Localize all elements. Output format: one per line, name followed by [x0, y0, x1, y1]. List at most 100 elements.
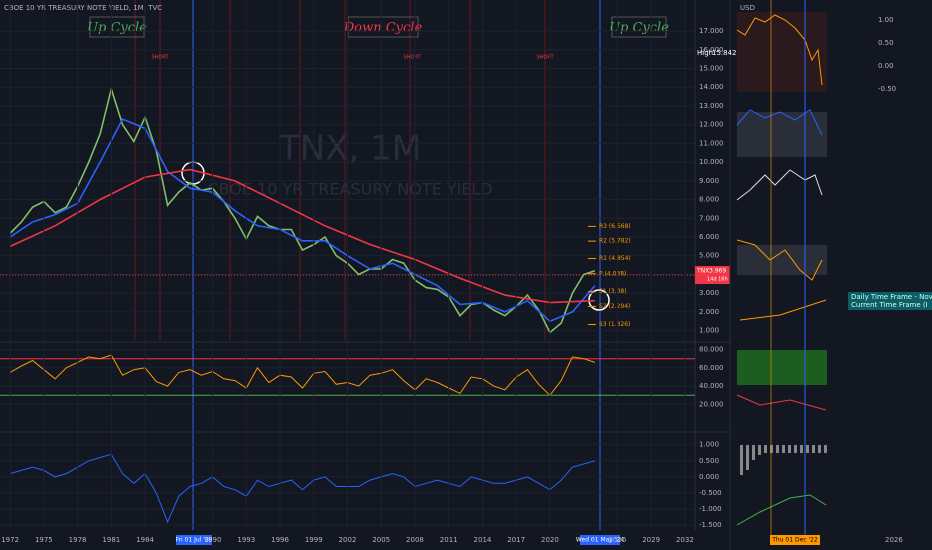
series-line — [9, 354, 596, 397]
side-pane — [737, 112, 827, 157]
watermark-sub: CBOE 10 YR TREASURY NOTE YIELD — [207, 180, 492, 199]
pivot-label: P (4.038) — [599, 270, 626, 277]
y-tick-label: 6.000 — [699, 233, 719, 241]
series-line — [9, 168, 595, 304]
side-year: 2026 — [885, 536, 903, 544]
side-tick: 0.50 — [878, 39, 894, 47]
side-pane — [737, 245, 827, 275]
x-tick-label: 1984 — [136, 536, 154, 544]
side-line — [736, 494, 827, 526]
series-line — [9, 453, 596, 524]
date-tag — [580, 535, 620, 545]
side-line — [736, 394, 827, 411]
cycle-box — [89, 16, 145, 38]
y-tick-label: 60.000 — [699, 364, 724, 372]
y-tick-label: -1.500 — [699, 521, 722, 529]
y-tick-label: 2.000 — [699, 308, 719, 316]
x-tick-label: 2008 — [406, 536, 424, 544]
y-tick-label: 17.000 — [699, 27, 724, 35]
x-tick-label: 2017 — [507, 536, 525, 544]
y-tick-label: 13.000 — [699, 102, 724, 110]
y-tick-label: 0.500 — [699, 457, 719, 465]
side-line — [736, 109, 823, 136]
price-tag — [695, 266, 730, 285]
x-tick-label: 1993 — [237, 536, 255, 544]
cycle-label: Up Cycle — [87, 21, 147, 36]
pivot-label: R2 (5.782) — [599, 238, 631, 245]
x-tick-label: 2014 — [474, 536, 492, 544]
y-tick-label: 5.000 — [699, 252, 719, 260]
y-tick-label: 16.000 — [699, 46, 724, 54]
pivot-label: S2 (2.294) — [599, 303, 630, 310]
y-tick-label: -0.500 — [699, 489, 722, 497]
y-tick-label: -1.000 — [699, 505, 722, 513]
pivot-label: S3 (1.326) — [599, 321, 630, 328]
x-tick-label: 2029 — [642, 536, 660, 544]
y-tick-label: 20.000 — [699, 400, 724, 408]
series-line — [9, 86, 596, 334]
highlight-circle — [588, 289, 610, 311]
side-high: High — [697, 49, 713, 57]
x-tick-label: 1972 — [1, 536, 19, 544]
y-tick-label: 11.000 — [699, 139, 724, 147]
cycle-label: Up Cycle — [609, 21, 669, 36]
short-label: SHORT — [403, 55, 421, 61]
side-line — [736, 239, 823, 281]
x-tick-label: 2020 — [541, 536, 559, 544]
side-note: Daily Time Frame - Nov — [851, 293, 932, 301]
side-tick: -0.50 — [878, 85, 896, 93]
side-line — [736, 14, 823, 86]
y-tick-label: 8.000 — [699, 196, 719, 204]
series-line — [9, 118, 596, 323]
side-currency: USD — [740, 4, 755, 12]
y-tick-label: 80.000 — [699, 346, 724, 354]
y-tick-label: 14.000 — [699, 83, 724, 91]
side-pane — [737, 350, 827, 385]
side-note-box — [848, 292, 932, 310]
side-high-value: 15.842 — [712, 49, 737, 57]
x-tick-label: 2002 — [339, 536, 357, 544]
cycle-label: Down Cycle — [343, 21, 423, 36]
side-pane — [737, 12, 827, 92]
x-tick-label: 2032 — [676, 536, 694, 544]
x-tick-label: 1996 — [271, 536, 289, 544]
y-tick-label: 1.000 — [699, 327, 719, 335]
pivot-label: R3 (6.568) — [599, 223, 631, 230]
side-line — [736, 169, 823, 201]
y-tick-label: 15.000 — [699, 65, 724, 73]
y-tick-label: 40.000 — [699, 382, 724, 390]
pivot-label: S1 (3.08) — [599, 288, 627, 295]
y-tick-label: 9.000 — [699, 177, 719, 185]
side-date: Thu 01 Dec '22 — [771, 537, 818, 544]
symbol-label: TNX — [696, 268, 709, 275]
side-note: Current Time Frame (I — [851, 301, 928, 309]
side-tick: 1.00 — [878, 16, 894, 24]
price-countdown: 14d 16h — [707, 277, 728, 283]
x-tick-label: 2026 — [608, 536, 626, 544]
x-tick-label: 1999 — [305, 536, 323, 544]
y-tick-label: 0.000 — [699, 473, 719, 481]
cycle-box — [611, 16, 667, 38]
y-tick-label: 12.000 — [699, 121, 724, 129]
header: CBOE 10 YR TREASURY NOTE YIELD, 1M, TVC — [4, 4, 162, 12]
side-date-tag — [770, 535, 820, 545]
side-tick: 0.00 — [878, 62, 894, 70]
y-tick-label: 1.000 — [699, 441, 719, 449]
date-tag — [176, 535, 212, 545]
date-tag-text: Fri 01 Jul '88 — [175, 537, 212, 544]
price-label: 3.969 — [709, 268, 726, 275]
y-tick-label: 10.000 — [699, 158, 724, 166]
y-tick-label: 3.000 — [699, 289, 719, 297]
x-tick-label: 1990 — [204, 536, 222, 544]
short-label: SHORT — [151, 55, 169, 61]
date-tag-text: Wed 01 May '24 — [576, 537, 624, 544]
x-tick-label: 1978 — [69, 536, 87, 544]
y-tick-label: 7.000 — [699, 214, 719, 222]
pivot-label: R1 (4.854) — [599, 255, 631, 262]
x-tick-label: 2011 — [440, 536, 458, 544]
side-line — [739, 299, 827, 321]
short-label: SHORT — [536, 55, 554, 61]
x-tick-label: 1981 — [102, 536, 120, 544]
x-tick-label: 2005 — [372, 536, 390, 544]
